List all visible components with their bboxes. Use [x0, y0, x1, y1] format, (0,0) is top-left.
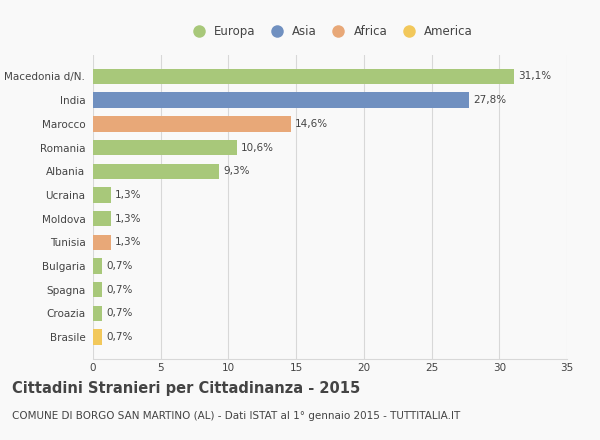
Bar	[93, 92, 469, 108]
Text: 10,6%: 10,6%	[241, 143, 274, 153]
Legend: Europa, Asia, Africa, America: Europa, Asia, Africa, America	[182, 21, 478, 43]
Text: 0,7%: 0,7%	[107, 308, 133, 319]
Bar	[93, 116, 291, 132]
Text: 1,3%: 1,3%	[115, 190, 141, 200]
Bar	[93, 164, 219, 179]
Text: 9,3%: 9,3%	[223, 166, 250, 176]
Bar	[93, 69, 514, 84]
Bar	[93, 306, 103, 321]
Bar	[93, 235, 110, 250]
Bar	[93, 330, 103, 345]
Bar	[93, 211, 110, 226]
Text: 0,7%: 0,7%	[107, 261, 133, 271]
Bar	[93, 187, 110, 203]
Text: 0,7%: 0,7%	[107, 332, 133, 342]
Text: 31,1%: 31,1%	[518, 71, 551, 81]
Text: COMUNE DI BORGO SAN MARTINO (AL) - Dati ISTAT al 1° gennaio 2015 - TUTTITALIA.IT: COMUNE DI BORGO SAN MARTINO (AL) - Dati …	[12, 411, 460, 422]
Text: 27,8%: 27,8%	[473, 95, 506, 105]
Text: Cittadini Stranieri per Cittadinanza - 2015: Cittadini Stranieri per Cittadinanza - 2…	[12, 381, 360, 396]
Text: 14,6%: 14,6%	[295, 119, 328, 129]
Text: 0,7%: 0,7%	[107, 285, 133, 295]
Bar	[93, 140, 236, 155]
Text: 1,3%: 1,3%	[115, 237, 141, 247]
Text: 1,3%: 1,3%	[115, 214, 141, 224]
Bar	[93, 258, 103, 274]
Bar	[93, 282, 103, 297]
